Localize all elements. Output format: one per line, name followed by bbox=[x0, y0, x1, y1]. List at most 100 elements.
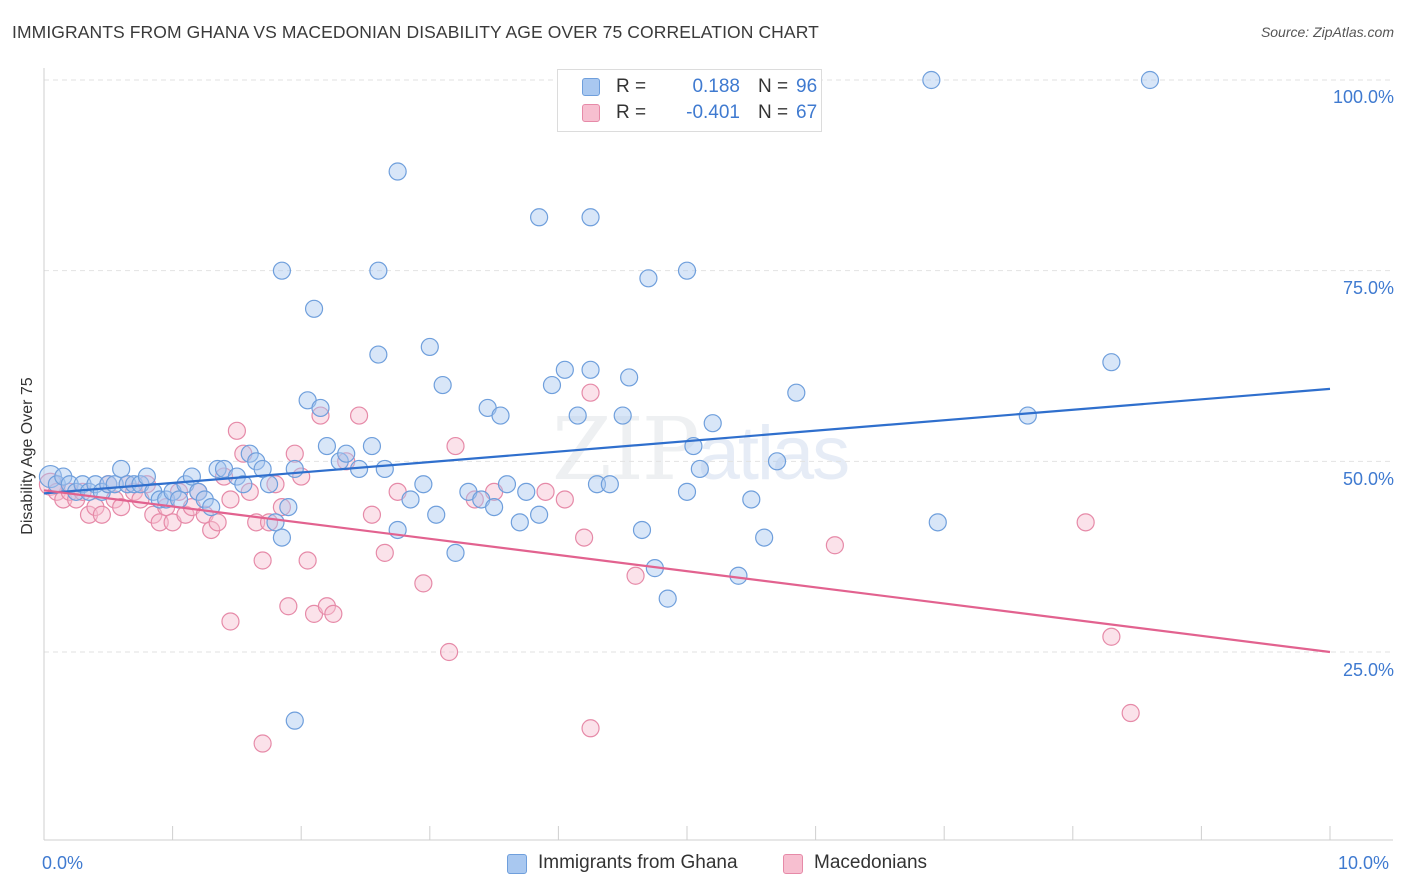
legend-n-label: N = bbox=[758, 102, 789, 123]
y-tick-label-75: 75.0% bbox=[1342, 278, 1394, 298]
ghana-point bbox=[639, 269, 658, 288]
ghana-point bbox=[337, 444, 356, 463]
macedonians-point bbox=[536, 482, 555, 501]
ghana-point bbox=[491, 406, 510, 425]
correlation-legend: R = 0.188 N = 96 R = -0.401 N = 67 bbox=[557, 69, 822, 132]
ghana-point bbox=[620, 368, 639, 387]
macedonians-points bbox=[38, 383, 1140, 753]
y-tick-label-100: 100.0% bbox=[1332, 87, 1394, 107]
ghana-point bbox=[401, 490, 420, 509]
x-tick-label-start: 0.0% bbox=[42, 853, 84, 873]
ghana-point bbox=[517, 482, 536, 501]
macedonians-point bbox=[446, 436, 465, 456]
macedonians-point bbox=[317, 597, 337, 616]
macedonians-point bbox=[202, 520, 221, 540]
legend-n-value: 96 bbox=[796, 76, 818, 97]
ghana-point bbox=[169, 490, 189, 509]
ghana-point bbox=[73, 475, 92, 494]
ghana-point bbox=[54, 467, 73, 486]
macedonians-point bbox=[375, 543, 394, 562]
ghana-point bbox=[118, 475, 137, 494]
macedonians-point bbox=[555, 490, 574, 509]
ghana-point bbox=[446, 543, 465, 562]
macedonians-point bbox=[349, 406, 369, 425]
ghana-point bbox=[388, 162, 407, 181]
ghana-point bbox=[568, 406, 587, 425]
ghana-point bbox=[581, 360, 600, 379]
ghana-point bbox=[285, 459, 304, 479]
ghana-point bbox=[189, 482, 208, 501]
ghana-point bbox=[311, 398, 330, 418]
legend-r-label: R = bbox=[616, 102, 647, 123]
macedonians-point bbox=[86, 497, 105, 517]
ghana-point bbox=[1140, 70, 1160, 90]
ghana-point bbox=[1102, 353, 1121, 372]
macedonians-point bbox=[311, 406, 330, 425]
ghana-point bbox=[157, 490, 176, 509]
macedonians-point bbox=[176, 505, 195, 524]
macedonians-point bbox=[626, 566, 645, 585]
ghana-point bbox=[581, 208, 600, 227]
ghana-point bbox=[767, 452, 787, 471]
ghana-point bbox=[240, 444, 259, 463]
ghana-point bbox=[658, 589, 677, 608]
ghana-trend-line bbox=[43, 387, 1331, 495]
ghana-point bbox=[1018, 406, 1037, 425]
macedonians-point bbox=[253, 551, 272, 570]
ghana-point bbox=[266, 513, 285, 532]
ghana-point bbox=[427, 505, 446, 524]
ghana-point bbox=[259, 475, 279, 494]
macedonians-point bbox=[272, 497, 292, 517]
ghana-point bbox=[555, 360, 574, 379]
ghana-point bbox=[530, 505, 549, 524]
ghana-point bbox=[369, 345, 388, 364]
ghana-point bbox=[542, 375, 562, 395]
ghana-point bbox=[690, 459, 709, 479]
ghana-points bbox=[38, 70, 1160, 730]
legend-r-value: 0.188 bbox=[692, 76, 740, 97]
macedonians-point bbox=[324, 604, 343, 623]
ghana-point bbox=[632, 520, 652, 540]
ghana-point bbox=[195, 490, 214, 509]
x-tick-label-end: 10.0% bbox=[1338, 853, 1390, 873]
macedonians-point bbox=[221, 612, 240, 631]
legend-r-value: -0.401 bbox=[686, 102, 740, 123]
macedonians-point bbox=[362, 505, 382, 524]
macedonians-point bbox=[581, 383, 600, 402]
macedonians-point bbox=[575, 528, 594, 547]
macedonians-point bbox=[150, 513, 169, 532]
ghana-point bbox=[234, 475, 253, 494]
grid-lines bbox=[44, 79, 1393, 653]
ghana-point bbox=[510, 513, 529, 532]
ghana-point bbox=[375, 459, 394, 479]
ghana-point bbox=[362, 436, 382, 456]
macedonians-point bbox=[266, 475, 285, 494]
ghana-point bbox=[600, 475, 619, 494]
ghana-point bbox=[208, 459, 227, 479]
macedonians-point bbox=[253, 734, 272, 753]
ghana-point bbox=[420, 337, 439, 357]
ghana-point bbox=[742, 490, 761, 509]
ghana-point bbox=[304, 299, 324, 318]
macedonians-point bbox=[439, 642, 459, 662]
ghana-point bbox=[729, 566, 748, 585]
macedonians-point bbox=[92, 505, 111, 524]
macedonians-point bbox=[1076, 513, 1095, 532]
legend-swatch-ghana bbox=[582, 78, 600, 96]
ghana-point bbox=[677, 261, 697, 280]
trend-lines bbox=[43, 387, 1331, 654]
y-axis-label: Disability Age Over 75 bbox=[19, 377, 36, 535]
macedonians-point bbox=[1121, 703, 1140, 723]
macedonians-point bbox=[298, 551, 317, 570]
ghana-point bbox=[497, 475, 517, 494]
macedonians-trend-line bbox=[43, 489, 1331, 654]
ghana-point bbox=[253, 459, 272, 479]
macedonians-point bbox=[285, 444, 304, 463]
ghana-point bbox=[285, 711, 304, 730]
legend-n-label: N = bbox=[758, 76, 789, 97]
ghana-point bbox=[433, 375, 452, 395]
legend-r-label: R = bbox=[616, 76, 647, 97]
macedonians-point bbox=[279, 597, 298, 616]
ghana-point bbox=[247, 452, 266, 471]
